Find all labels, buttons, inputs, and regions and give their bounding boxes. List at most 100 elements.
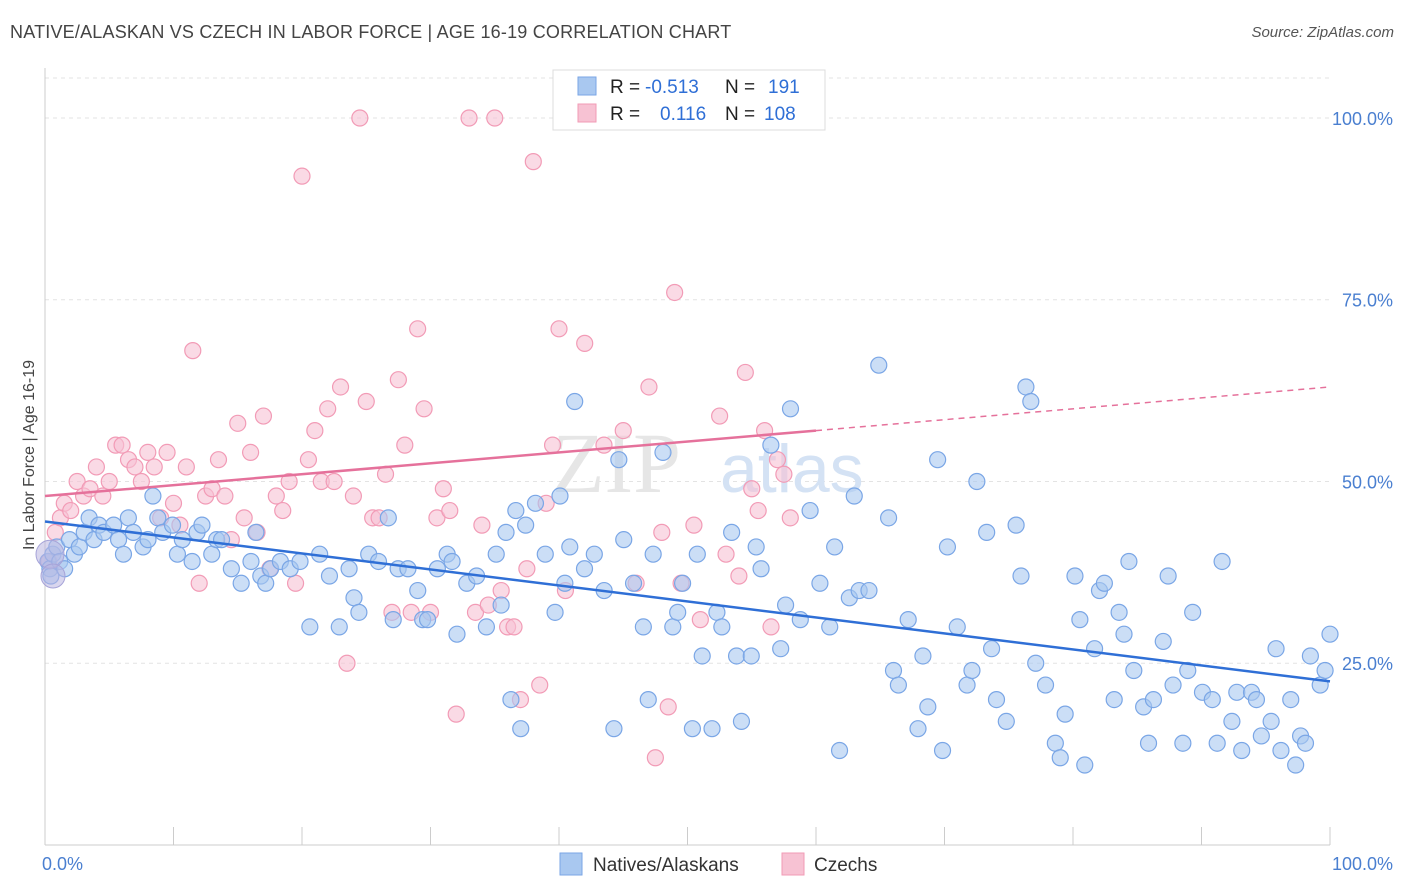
czech-point xyxy=(357,392,375,411)
czech-point xyxy=(113,436,131,454)
czech-point xyxy=(46,523,64,541)
czech-point xyxy=(736,363,754,382)
czech-point xyxy=(274,501,292,520)
native-point xyxy=(693,647,711,665)
native-point xyxy=(149,509,167,527)
czech-point xyxy=(653,523,671,541)
native-point xyxy=(1051,749,1069,767)
legend-box: R = -0.513 N = 191 R = 0.116 N = 108 xyxy=(552,69,826,131)
native-point xyxy=(566,392,584,411)
native-point xyxy=(1105,690,1123,709)
legend-swatch-natives xyxy=(577,76,597,96)
native-point xyxy=(1046,734,1064,752)
czech-point xyxy=(473,516,491,534)
czech-point xyxy=(389,371,407,389)
y-tick-label: 75.0% xyxy=(1342,291,1393,311)
y-tick-label: 25.0% xyxy=(1342,654,1393,674)
chart-title: NATIVE/ALASKAN VS CZECH IN LABOR FORCE |… xyxy=(10,22,732,42)
native-point xyxy=(114,545,133,563)
native-point xyxy=(1316,661,1334,680)
native-point xyxy=(899,611,917,629)
native-point xyxy=(801,501,819,520)
native-point xyxy=(291,552,309,571)
native-point xyxy=(933,741,952,760)
native-point xyxy=(119,509,137,527)
native-point xyxy=(409,581,427,600)
czech-point xyxy=(775,465,793,483)
native-point xyxy=(1095,574,1113,592)
native-point xyxy=(1120,552,1138,571)
czech-point xyxy=(242,443,260,462)
native-point xyxy=(379,509,397,527)
native-point xyxy=(688,545,706,563)
native-point xyxy=(1296,734,1315,752)
native-point xyxy=(193,516,211,534)
native-point xyxy=(963,661,981,680)
native-point xyxy=(168,545,187,563)
native-point xyxy=(909,720,927,738)
watermark-atlas: atlas xyxy=(720,431,864,507)
legend-r-label: R = xyxy=(610,77,640,98)
czech-point xyxy=(267,487,285,505)
native-point xyxy=(669,603,687,621)
native-point xyxy=(345,589,363,607)
czech-point xyxy=(781,509,799,527)
native-point xyxy=(1282,690,1300,709)
native-point xyxy=(781,400,800,418)
native-point xyxy=(1213,552,1231,571)
legend-n-label: N = xyxy=(725,77,755,98)
czech-point xyxy=(730,567,748,585)
native-point xyxy=(1174,734,1192,752)
native-point xyxy=(1252,727,1270,745)
native-point xyxy=(257,574,275,592)
czech-point xyxy=(351,109,369,127)
czech-point xyxy=(145,458,163,476)
native-point xyxy=(109,531,128,549)
native-point xyxy=(556,574,574,592)
native-point xyxy=(203,545,221,563)
czech-point xyxy=(177,458,195,476)
native-point xyxy=(330,618,348,636)
czech-point xyxy=(646,749,664,767)
czech-point xyxy=(409,320,427,338)
native-trend-line xyxy=(44,520,1331,683)
legend-n-value: 108 xyxy=(764,104,796,125)
czech-point xyxy=(466,603,485,621)
native-point xyxy=(772,640,790,658)
native-point xyxy=(1076,756,1094,774)
legend-r-label: R = xyxy=(610,104,640,125)
czech-point xyxy=(441,501,459,520)
native-point xyxy=(247,523,265,541)
native-point xyxy=(683,720,702,738)
czech-point xyxy=(531,676,549,694)
czech-point xyxy=(524,153,542,171)
native-point xyxy=(448,625,466,643)
czech-point xyxy=(666,283,684,302)
native-point xyxy=(968,472,986,491)
native-point xyxy=(987,690,1006,709)
native-point xyxy=(914,647,932,665)
czech-point xyxy=(139,443,157,462)
czech-point xyxy=(659,698,677,716)
legend-swatch-czechs xyxy=(577,103,597,123)
native-point xyxy=(551,487,569,505)
czech-point xyxy=(460,109,478,127)
native-point xyxy=(507,501,525,520)
native-point xyxy=(70,538,88,556)
czech-point xyxy=(743,480,761,498)
native-point xyxy=(1154,632,1172,651)
czech-point xyxy=(691,611,709,629)
czech-point xyxy=(685,516,703,534)
czech-point xyxy=(209,451,228,469)
native-point xyxy=(1321,625,1339,643)
native-point xyxy=(183,552,201,571)
native-point xyxy=(703,720,721,738)
czech-point xyxy=(164,494,183,512)
native-point xyxy=(1115,625,1133,643)
czech-point xyxy=(87,458,106,476)
native-point xyxy=(752,560,770,578)
czech-point xyxy=(338,654,356,672)
y-tick-label: 50.0% xyxy=(1342,472,1393,492)
czech-point xyxy=(184,342,202,360)
